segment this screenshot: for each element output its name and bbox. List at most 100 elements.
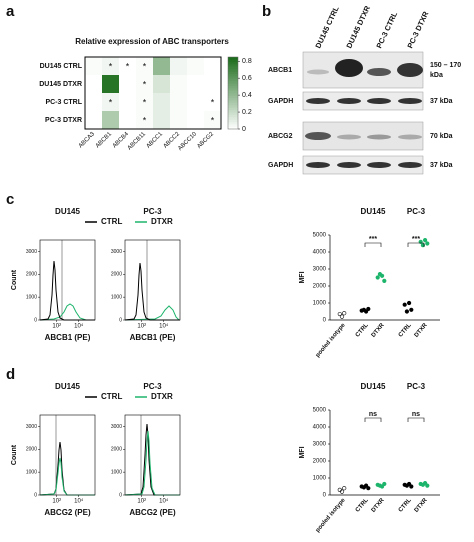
- significance-star: *: [109, 97, 113, 107]
- significance-label: ns: [369, 411, 377, 418]
- histogram: [39, 415, 95, 496]
- data-point: [409, 307, 414, 312]
- column-label: ABCA3: [78, 131, 97, 150]
- x-axis-label: ABCG2 (PE): [129, 508, 176, 517]
- category-label: CTRL: [355, 322, 370, 338]
- colorbar-step: [228, 85, 238, 89]
- y-tick-label: 1000: [313, 476, 327, 482]
- heat-cell: [170, 57, 187, 75]
- y-tick-label: 0: [119, 317, 122, 323]
- category-label: DTXR: [371, 497, 387, 514]
- data-point: [402, 302, 407, 307]
- y-tick-label: 0: [34, 492, 37, 498]
- blot-label: ABCG2: [268, 133, 293, 140]
- colorbar-border: [227, 56, 239, 130]
- y-tick-label: 3000: [26, 424, 37, 430]
- size-label: 37 kDa: [430, 162, 453, 169]
- y-tick-label: 4000: [313, 250, 327, 256]
- y-tick-label: 2000: [313, 459, 327, 465]
- significance-star: *: [143, 97, 147, 107]
- size-label: 70 kDa: [430, 133, 453, 140]
- colorbar-step: [228, 81, 238, 84]
- colorbar-step: [228, 73, 238, 77]
- colorbar-step: [228, 121, 238, 125]
- x-axis-label: ABCG2 (PE): [44, 508, 91, 517]
- column-label: ABCC1: [146, 131, 165, 150]
- y-tick-label: 3000: [313, 442, 327, 448]
- y-tick-label: 5000: [313, 233, 327, 239]
- column-label: ABCB1: [95, 131, 114, 150]
- colorbar-step: [228, 114, 238, 118]
- y-tick-label: 1000: [26, 294, 37, 300]
- y-tick-label: 1000: [26, 469, 37, 475]
- heat-cell: [136, 57, 153, 75]
- data-point: [339, 314, 345, 319]
- data-point: [375, 275, 380, 280]
- histogram-frame: [39, 239, 96, 321]
- heat-cell: [119, 93, 136, 111]
- colorbar-step: [228, 102, 238, 106]
- significance-label: ***: [412, 236, 420, 243]
- colorbar-step: [228, 61, 238, 65]
- data-point: [407, 300, 412, 306]
- colorbar-tick-label: 0.4: [242, 92, 252, 99]
- colorbar-step: [228, 109, 238, 113]
- y-tick-label: 4000: [313, 425, 327, 431]
- category-label: pooled isotype: [315, 497, 347, 534]
- data-point: [380, 484, 385, 489]
- heat-cell: [204, 75, 221, 93]
- histogram: [39, 240, 95, 321]
- y-tick-label: 3000: [111, 249, 122, 255]
- panel-label: d: [6, 366, 15, 383]
- y-axis-label: Count: [11, 444, 18, 465]
- significance-star: *: [143, 115, 147, 125]
- heat-cell: [119, 57, 136, 75]
- blot-label: ABCB1: [268, 67, 292, 74]
- significance-star: *: [143, 79, 147, 89]
- x-axis-label: ABCB1 (PE): [45, 333, 91, 342]
- y-tick-label: 0: [34, 317, 37, 323]
- blot-label: GAPDH: [268, 162, 293, 169]
- heat-cell: [102, 111, 119, 129]
- lane-label: DU145 CTRL: [313, 4, 341, 49]
- y-axis-label: MFI: [299, 446, 306, 458]
- histogram: [124, 240, 180, 321]
- x-tick-label: 10⁴: [74, 498, 84, 505]
- x-tick-label: 10²: [52, 324, 61, 330]
- heat-cell: [170, 111, 187, 129]
- y-axis-label: Count: [11, 269, 18, 290]
- heat-cell: [170, 75, 187, 93]
- category-label: CTRL: [398, 497, 413, 513]
- size-label: 150 – 170: [430, 62, 461, 69]
- colorbar-step: [228, 69, 238, 72]
- category-label: DTXR: [414, 322, 430, 339]
- column-label: ABCB11: [127, 131, 148, 152]
- y-tick-label: 0: [323, 318, 327, 324]
- heat-cell: [85, 57, 102, 75]
- category-label: CTRL: [398, 322, 413, 338]
- data-point: [364, 483, 369, 488]
- lane-label: PC-3 CTRL: [374, 10, 399, 50]
- data-point: [366, 486, 371, 491]
- significance-bracket: [407, 417, 425, 422]
- colorbar-step: [228, 105, 238, 108]
- panel-label: b: [262, 3, 271, 20]
- data-point: [407, 481, 412, 487]
- colorbar-step: [228, 93, 238, 96]
- colorbar-step: [228, 97, 238, 101]
- legend-label: CTRL: [101, 217, 122, 226]
- colorbar-step: [228, 64, 238, 67]
- colorbar-tick-label: 0.6: [242, 75, 252, 82]
- y-tick-label: 0: [323, 493, 327, 499]
- y-tick-label: 3000: [313, 267, 327, 273]
- x-tick-label: 10⁴: [159, 323, 169, 330]
- data-point: [382, 481, 387, 487]
- histogram-frame: [124, 414, 181, 496]
- heat-cell: [119, 75, 136, 93]
- heat-cell: [102, 75, 119, 93]
- heat-cell: [204, 57, 221, 75]
- row-label: DU145 DTXR: [39, 81, 82, 88]
- blot-label: GAPDH: [268, 98, 293, 105]
- heat-cell: [153, 111, 170, 129]
- colorbar-tick-label: 0: [242, 126, 246, 133]
